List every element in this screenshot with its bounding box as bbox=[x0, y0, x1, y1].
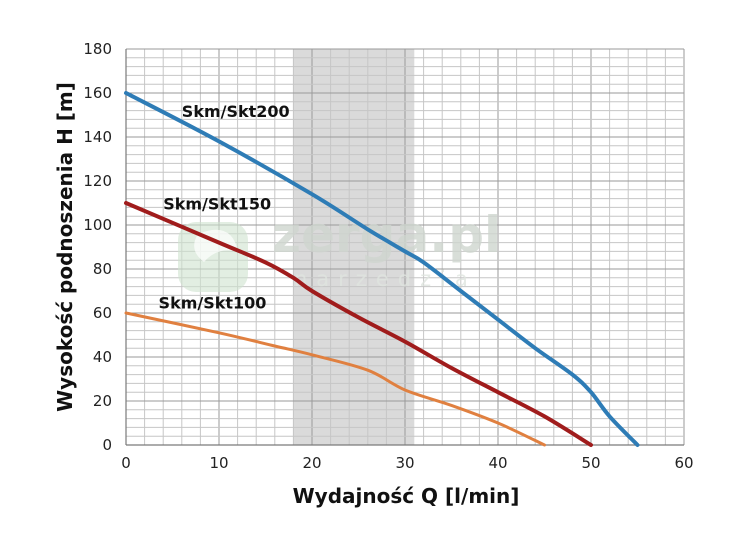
x-tick-label: 50 bbox=[581, 454, 600, 472]
series-layer bbox=[124, 91, 640, 447]
x-tick-label: 20 bbox=[302, 454, 321, 472]
series-label-layer: Skm/Skt200 Skm/Skt150 Skm/Skt100 bbox=[159, 102, 290, 312]
series-label: Skm/Skt150 bbox=[163, 195, 271, 214]
y-tick-label: 0 bbox=[102, 436, 112, 454]
x-tick-label: 40 bbox=[488, 454, 507, 472]
series-label: Skm/Skt100 bbox=[159, 294, 267, 313]
watermark-text: zerga.pl bbox=[272, 206, 501, 264]
watermark: zerga.pl narzedzia bbox=[178, 206, 501, 292]
y-axis-title: Wysokość podnoszenia H [m] bbox=[53, 82, 77, 412]
y-tick-label: 80 bbox=[93, 260, 112, 278]
y-tick-label: 100 bbox=[83, 216, 112, 234]
y-tick-label: 20 bbox=[93, 392, 112, 410]
y-tick-label: 160 bbox=[83, 84, 112, 102]
y-tick-label: 180 bbox=[83, 40, 112, 58]
series-label: Skm/Skt200 bbox=[182, 102, 290, 121]
y-tick-label: 60 bbox=[93, 304, 112, 322]
x-tick-label: 30 bbox=[395, 454, 414, 472]
y-tick-label: 120 bbox=[83, 172, 112, 190]
series-line-skm-skt150 bbox=[124, 201, 593, 447]
x-axis-title: Wydajność Q [l/min] bbox=[293, 484, 520, 508]
y-tick-label: 140 bbox=[83, 128, 112, 146]
watermark-subtext: narzedzia bbox=[294, 267, 477, 291]
series-line-skm-skt100 bbox=[124, 311, 546, 447]
x-tick-label: 10 bbox=[209, 454, 228, 472]
axes: 0 10 20 30 40 50 60 0 20 40 60 80 100 120 140 160 180 bbox=[83, 40, 693, 472]
y-tick-label: 40 bbox=[93, 348, 112, 366]
x-tick-label: 60 bbox=[674, 454, 693, 472]
watermark-logo-icon bbox=[178, 222, 248, 292]
series-line-skm-skt200 bbox=[124, 91, 640, 447]
x-tick-label: 0 bbox=[121, 454, 131, 472]
